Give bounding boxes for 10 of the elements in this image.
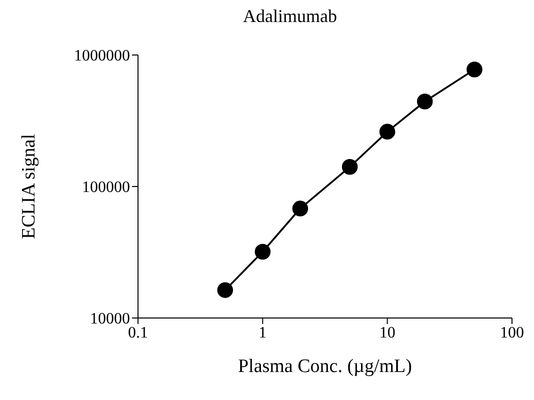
x-tick-label: 10 <box>379 324 396 342</box>
x-tick-label: 100 <box>500 324 524 342</box>
y-axis-title: ECLIA signal <box>18 134 40 240</box>
x-tick-label: 0.1 <box>128 324 148 342</box>
y-tick-label: 1000000 <box>74 48 130 65</box>
y-tick-label: 10000 <box>90 310 130 328</box>
x-tick-label: 1 <box>258 324 267 342</box>
x-axis-title: Plasma Conc. (µg/mL) <box>238 356 412 377</box>
y-tick-label: 100000 <box>82 179 130 196</box>
chart-title: Adalimumab <box>242 6 338 27</box>
